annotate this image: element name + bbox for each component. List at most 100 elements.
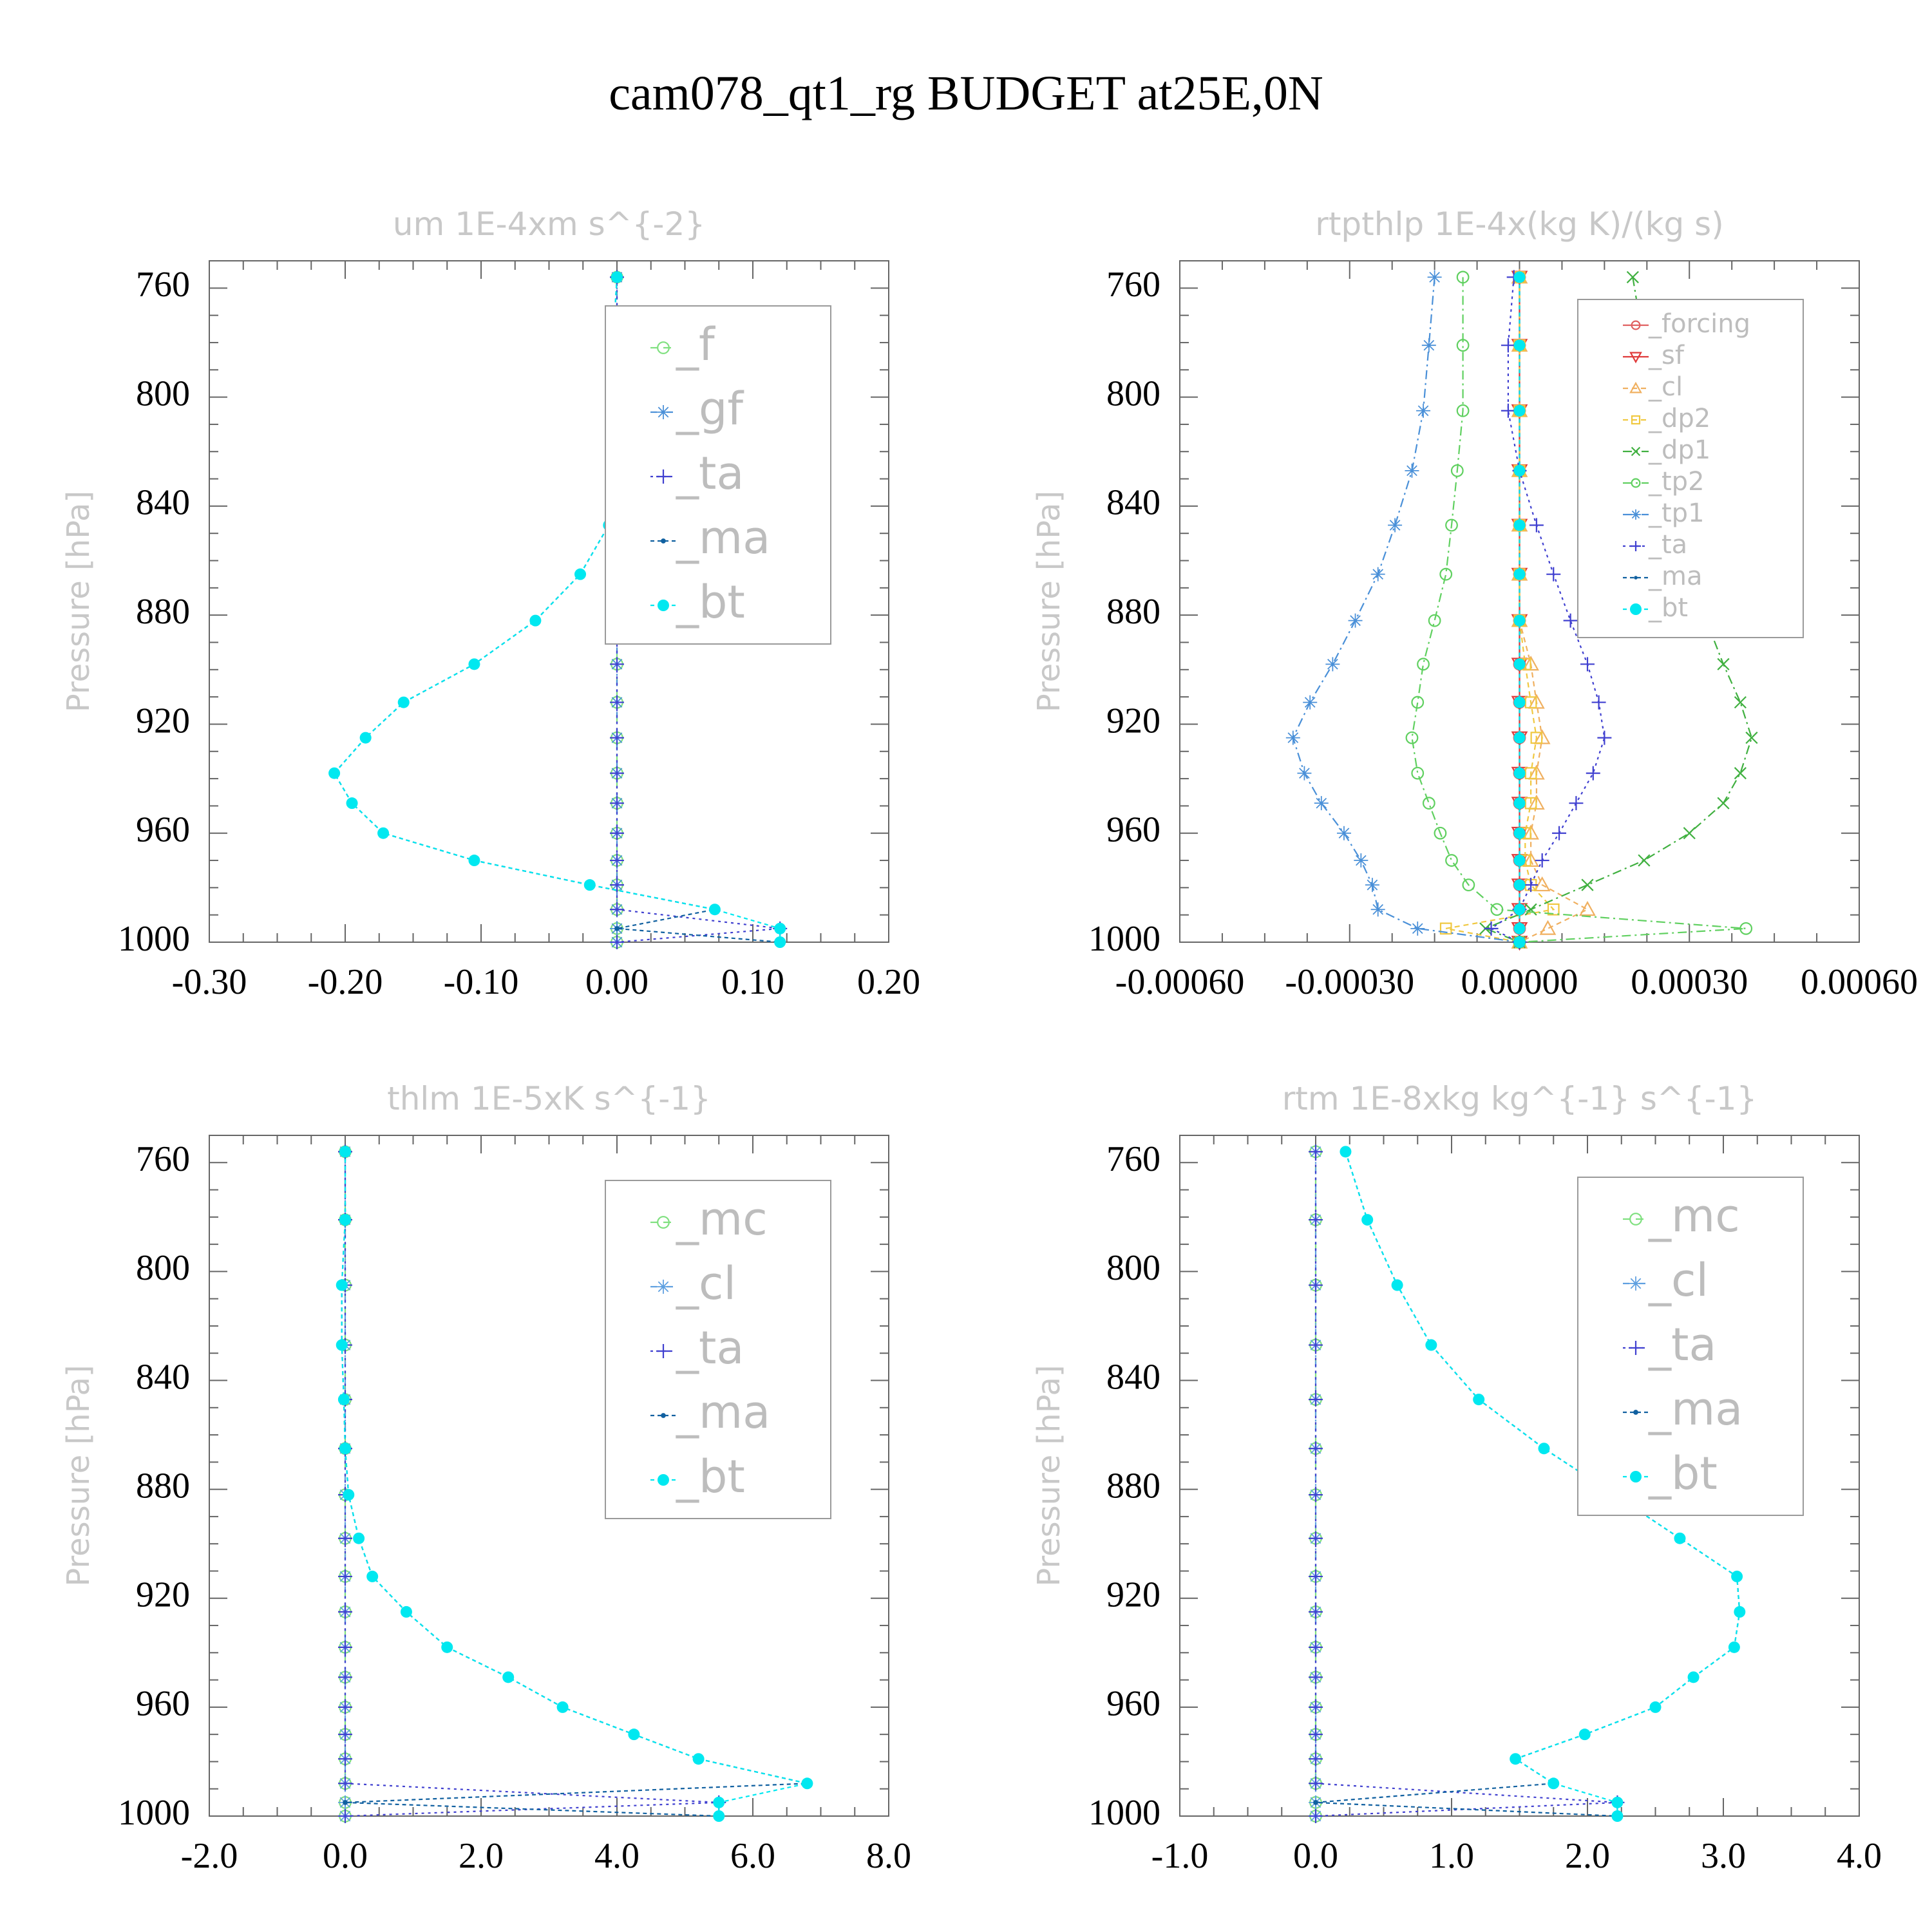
data-point: [1597, 730, 1612, 745]
legend-marker: [658, 600, 669, 611]
data-point: [1456, 404, 1470, 417]
legend-item-bt: _bt: [1623, 593, 1688, 623]
y-tick-label: 760: [136, 1139, 190, 1179]
data-point: [1416, 403, 1431, 418]
data-point: [1546, 567, 1561, 582]
x-tick-label: 0.00030: [1631, 962, 1748, 1002]
data-point: [614, 925, 620, 931]
legend-marker: [1631, 320, 1641, 330]
legend-label: _f: [676, 318, 715, 371]
data-point: [1314, 796, 1329, 811]
data-point: [468, 658, 480, 670]
legend-item-ma: _ma: [650, 1386, 770, 1439]
data-point: [1354, 853, 1368, 868]
legend: _forcing_sf_cl_dp2_dp1_tp2_tp1_ta_ma_bt: [1577, 299, 1804, 638]
data-point: [1717, 658, 1730, 670]
legend-marker: [1634, 576, 1638, 580]
data-point: [1439, 567, 1453, 581]
data-point: [338, 1531, 352, 1546]
data-point: [628, 1728, 640, 1741]
y-tick-label: 800: [136, 1248, 190, 1288]
series-line: [1345, 1151, 1741, 1816]
data-point: [1309, 1809, 1323, 1823]
legend-label: _cl: [1648, 372, 1683, 402]
data-point: [502, 1671, 515, 1683]
legend-label: _ma: [676, 511, 770, 564]
data-point: [1370, 902, 1385, 917]
data-point: [1309, 1213, 1323, 1227]
legend-item-ta: _ta: [1623, 530, 1687, 560]
data-point: [338, 1727, 352, 1742]
data-point: [1513, 404, 1526, 417]
data-point: [1297, 766, 1312, 781]
panel-title: thlm 1E-5xK s^{-1}: [387, 1080, 711, 1117]
legend-item-mc: _mc: [1623, 1189, 1740, 1242]
legend-label: _forcing: [1648, 309, 1750, 339]
data-point: [1591, 695, 1606, 710]
panel-rtpthlp: rtpthlp 1E-4x(kg K)/(kg s) Pressure [hPa]…: [1031, 205, 1918, 1002]
data-point: [1513, 658, 1526, 670]
legend-item-tp1: _tp1: [1623, 498, 1705, 528]
data-point: [1439, 922, 1452, 935]
data-point: [1529, 518, 1544, 533]
legend-item-dp2: _dp2: [1623, 404, 1710, 433]
x-tick-label: 0.10: [721, 962, 784, 1002]
data-point: [708, 904, 721, 916]
legend-item-cl: _cl: [650, 1257, 736, 1310]
legend-marker: [1629, 1213, 1642, 1226]
legend-marker: [1629, 381, 1642, 393]
y-axis-label: Pressure [hPa]: [61, 491, 97, 712]
data-point: [1683, 827, 1696, 840]
data-point: [338, 1752, 352, 1766]
data-point: [1456, 339, 1470, 352]
panel-um: um 1E-4xm s^{-2} Pressure [hPa] 760 800 840 8…: [61, 205, 920, 1002]
legend-item-ta: _ta: [650, 1321, 744, 1374]
data-point: [1538, 1443, 1550, 1455]
data-point: [1445, 518, 1458, 532]
data-point: [801, 1777, 813, 1790]
legend-label: _dp1: [1648, 435, 1710, 465]
legend: _mc _cl _ta _ma _bt: [605, 1180, 831, 1519]
data-point: [346, 797, 358, 810]
legend-box: [1577, 299, 1804, 638]
legend-marker: [1629, 1341, 1643, 1355]
data-point: [610, 766, 624, 781]
data-point: [1717, 797, 1730, 810]
data-point: [1513, 732, 1526, 744]
data-point: [1626, 270, 1639, 283]
data-point: [1578, 1728, 1591, 1741]
data-point: [1731, 1570, 1743, 1582]
legend-label: _dp2: [1648, 404, 1710, 433]
data-point: [774, 936, 786, 948]
data-point: [359, 732, 372, 744]
series-line: [1490, 277, 1605, 943]
data-point: [1535, 853, 1549, 868]
panel-thlm: thlm 1E-5xK s^{-1} Pressure [hPa] 760 800 84…: [61, 1080, 911, 1876]
legend-box: [1577, 1177, 1804, 1516]
legend-label: _bt: [676, 1450, 745, 1503]
x-tick-label: 4.0: [594, 1836, 639, 1876]
data-point: [1739, 922, 1753, 935]
data-point: [1734, 1605, 1746, 1618]
data-point: [556, 1701, 569, 1713]
data-point: [713, 1796, 725, 1808]
data-point: [1285, 730, 1300, 745]
data-point: [1365, 878, 1379, 893]
legend-label: _mc: [1648, 1189, 1740, 1242]
data-point: [1524, 797, 1537, 810]
data-point: [610, 796, 624, 811]
minor-ticks: [1179, 261, 1860, 943]
x-tick-label: 2.0: [459, 1836, 504, 1876]
data-point: [713, 1810, 725, 1822]
data-point: [1513, 767, 1526, 779]
data-point: [610, 902, 624, 917]
y-tick-label: 880: [136, 1466, 190, 1506]
legend-marker: [661, 1413, 666, 1418]
data-point: [574, 568, 587, 580]
x-tick-label: -0.20: [308, 962, 383, 1002]
legend-label: _tp2: [1648, 467, 1705, 497]
data-point: [1309, 1278, 1323, 1293]
data-point: [1309, 1604, 1323, 1619]
legend-label: _cl: [676, 1257, 736, 1310]
